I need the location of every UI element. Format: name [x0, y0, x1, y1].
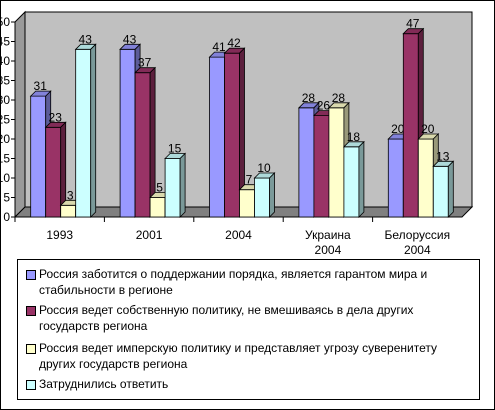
- bar: [134, 72, 151, 218]
- data-label: 20: [421, 122, 435, 136]
- legend-item-1: Россия заботится о поддержании порядка, …: [26, 266, 471, 298]
- data-label: 23: [49, 110, 63, 124]
- bar-side: [358, 140, 365, 218]
- data-label: 20: [391, 122, 405, 136]
- bar: [254, 177, 270, 218]
- bar: [387, 138, 404, 218]
- bar: [75, 48, 92, 218]
- y-tick-label: 40: [0, 54, 10, 68]
- legend-label-3: Россия ведет имперскую политику и предст…: [39, 341, 438, 371]
- y-tick-label: 50: [0, 15, 10, 29]
- bar-side: [179, 152, 186, 218]
- bar: [30, 95, 47, 218]
- data-label: 43: [123, 32, 137, 46]
- legend-swatch-2: [26, 306, 36, 316]
- plot-side-wall: [14, 10, 26, 219]
- data-label: 31: [34, 79, 48, 93]
- legend-swatch-3: [26, 344, 36, 354]
- legend-item-2: Россия ведет собственную политику, не вм…: [26, 302, 471, 334]
- data-label: 28: [332, 91, 346, 105]
- x-tick-label: 2001: [136, 228, 163, 242]
- bar: [224, 52, 240, 218]
- legend-item-4: Затруднились ответить: [26, 376, 471, 392]
- data-label: 10: [257, 161, 271, 175]
- x-tick-label: 2004: [225, 228, 252, 242]
- legend-item-3: Россия ведет имперскую политику и предст…: [26, 340, 471, 372]
- chart-plot: 0510152025303540455019933123343200143375…: [0, 10, 474, 257]
- y-tick-label: 35: [0, 74, 10, 88]
- data-label: 43: [79, 32, 93, 46]
- bar: [417, 138, 434, 218]
- data-label: 13: [436, 149, 450, 163]
- bar: [209, 56, 225, 218]
- y-tick-label: 20: [0, 132, 10, 146]
- legend-swatch-4: [26, 380, 36, 390]
- data-label: 26: [317, 99, 331, 113]
- bar: [60, 204, 77, 218]
- x-tick-label: Белоруссия: [385, 228, 451, 242]
- data-label: 42: [227, 36, 241, 50]
- y-tick-label: 10: [0, 171, 10, 185]
- x-tick-label: Украина: [305, 228, 351, 242]
- data-label: 5: [156, 181, 163, 195]
- x-tick-label: 2004: [315, 243, 342, 257]
- y-tick-label: 30: [0, 93, 10, 107]
- bar-side: [269, 172, 275, 218]
- data-label: 28: [302, 91, 316, 105]
- bar: [343, 146, 360, 218]
- y-tick-label: 5: [3, 191, 10, 205]
- bar-side: [90, 43, 97, 218]
- legend-swatch-1: [26, 270, 36, 280]
- x-tick-label: 1993: [46, 228, 73, 242]
- data-label: 3: [67, 188, 74, 202]
- data-label: 37: [138, 56, 152, 70]
- bar: [239, 189, 255, 218]
- x-tick-label: 2004: [404, 243, 431, 257]
- legend-label-2: Россия ведет собственную политику, не вм…: [39, 303, 414, 333]
- bar: [45, 126, 62, 218]
- bar: [298, 107, 315, 218]
- data-label: 47: [406, 17, 420, 31]
- y-tick-label: 25: [0, 113, 10, 127]
- data-label: 15: [168, 142, 182, 156]
- bar: [119, 48, 136, 218]
- bar: [402, 33, 419, 218]
- bar: [313, 115, 330, 218]
- data-label: 7: [246, 173, 253, 187]
- y-tick-label: 0: [3, 210, 10, 224]
- y-tick-label: 45: [0, 35, 10, 49]
- legend-label-4: Затруднились ответить: [39, 377, 169, 391]
- bar: [149, 197, 166, 218]
- bar: [164, 158, 181, 218]
- bar: [328, 107, 345, 218]
- data-label: 18: [347, 130, 361, 144]
- bar-side: [447, 160, 454, 218]
- y-tick-label: 15: [0, 152, 10, 166]
- bar: [432, 165, 449, 218]
- legend: Россия заботится о поддержании порядка, …: [17, 259, 480, 400]
- data-label: 41: [212, 40, 226, 54]
- legend-label-1: Россия заботится о поддержании порядка, …: [39, 267, 428, 297]
